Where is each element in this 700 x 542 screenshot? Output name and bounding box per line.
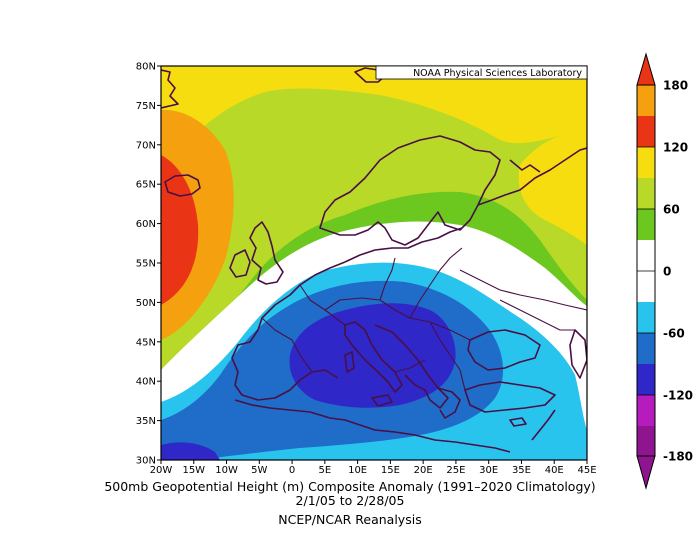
lon-tick-label: 40E <box>545 465 564 476</box>
caption-title: 500mb Geopotential Height (m) Composite … <box>104 479 596 494</box>
coast-sicily <box>371 394 393 407</box>
colorbar-bin-indigo <box>637 364 655 395</box>
lat-tick-label: 45N <box>136 337 156 348</box>
contour-60-90-north <box>161 66 587 200</box>
lon-tick-label: 25E <box>446 465 465 476</box>
coast-north-africa <box>234 399 511 453</box>
coast-ireland <box>229 249 251 278</box>
colorbar-label: 0 <box>663 265 671 279</box>
colorbar-bin-medium-blue <box>637 333 655 364</box>
coast-greenland <box>161 69 179 109</box>
longitude-axis: 20W 15W 10W 5W 0 5E 10E 15E 20E 25E 30E 35E 40E 45E <box>150 460 597 476</box>
lon-tick-label: 30E <box>479 465 498 476</box>
colorbar-top-arrow <box>636 52 656 86</box>
colorbar-label: -120 <box>663 389 693 403</box>
colorbar-bin-green <box>637 209 655 240</box>
coast-finland <box>477 147 587 206</box>
credit-text: NOAA Physical Sciences Laboratory <box>413 68 582 79</box>
lat-tick-label: 65N <box>136 180 156 191</box>
colorbar: 180 120 60 0 -60 -120 -180 <box>636 52 693 490</box>
coast-continent-west <box>231 261 346 401</box>
colorbar-bin-lime <box>637 178 655 209</box>
colorbar-bin-magenta <box>637 395 655 426</box>
coast-caspian <box>569 329 587 379</box>
coast-levant <box>509 409 556 441</box>
colorbar-label: 180 <box>663 79 688 93</box>
lat-tick-label: 50N <box>136 298 156 309</box>
lon-tick-label: 45E <box>577 465 596 476</box>
caption-source: NCEP/NCAR Reanalysis <box>278 512 422 527</box>
credit-box <box>375 65 588 80</box>
coast-baltic <box>344 227 463 263</box>
coast-italy <box>344 321 403 393</box>
coast-white-sea <box>509 159 541 173</box>
coast-balkans <box>374 324 449 409</box>
coastlines <box>161 67 587 453</box>
lon-tick-label: 20W <box>150 465 173 476</box>
colorbar-ticks: 180 120 60 0 -60 -120 -180 <box>637 79 693 464</box>
lat-tick-label: 80N <box>136 62 156 73</box>
lat-tick-label: 30N <box>136 456 156 467</box>
lon-tick-label: 15W <box>182 465 205 476</box>
colorbar-label: -180 <box>663 450 693 464</box>
lon-tick-label: 5E <box>319 465 332 476</box>
coast-scandinavia <box>319 135 501 246</box>
lat-tick-label: 35N <box>136 416 156 427</box>
lon-tick-label: 5W <box>251 465 267 476</box>
lon-tick-label: 15E <box>381 465 400 476</box>
coast-sardinia <box>344 351 355 373</box>
coast-britain <box>249 221 284 285</box>
lat-tick-label: 70N <box>136 140 156 151</box>
contour-indigo <box>289 303 456 408</box>
coast-greece <box>437 387 461 419</box>
latitude-axis: 80N 75N 70N 65N 60N 55N 50N 45N 40N 35N 30N <box>136 62 161 467</box>
coast-iceland <box>164 174 201 197</box>
lon-tick-label: 10E <box>348 465 367 476</box>
coast-anatolia <box>464 381 556 413</box>
colorbar-label: 60 <box>663 203 680 217</box>
lat-tick-label: 40N <box>136 377 156 388</box>
lon-tick-label: 0 <box>289 465 295 476</box>
borders <box>261 247 587 391</box>
lon-tick-label: 10W <box>215 465 238 476</box>
contour-indigo-sw <box>161 442 220 460</box>
colorbar-bin-yellow <box>637 147 655 178</box>
colorbar-bin-purple <box>637 426 655 456</box>
lon-tick-label: 20E <box>414 465 433 476</box>
lon-tick-label: 35E <box>512 465 531 476</box>
caption-dates: 2/1/05 to 2/28/05 <box>295 493 405 508</box>
lat-tick-label: 55N <box>136 259 156 270</box>
lat-tick-label: 60N <box>136 219 156 230</box>
lat-tick-label: 75N <box>136 101 156 112</box>
colorbar-bin-upper-orange <box>637 85 655 116</box>
coast-black-sea <box>467 329 541 371</box>
colorbar-label: -60 <box>663 327 685 341</box>
colorbar-bin-light-blue <box>637 302 655 333</box>
colorbar-label: 120 <box>663 141 688 155</box>
